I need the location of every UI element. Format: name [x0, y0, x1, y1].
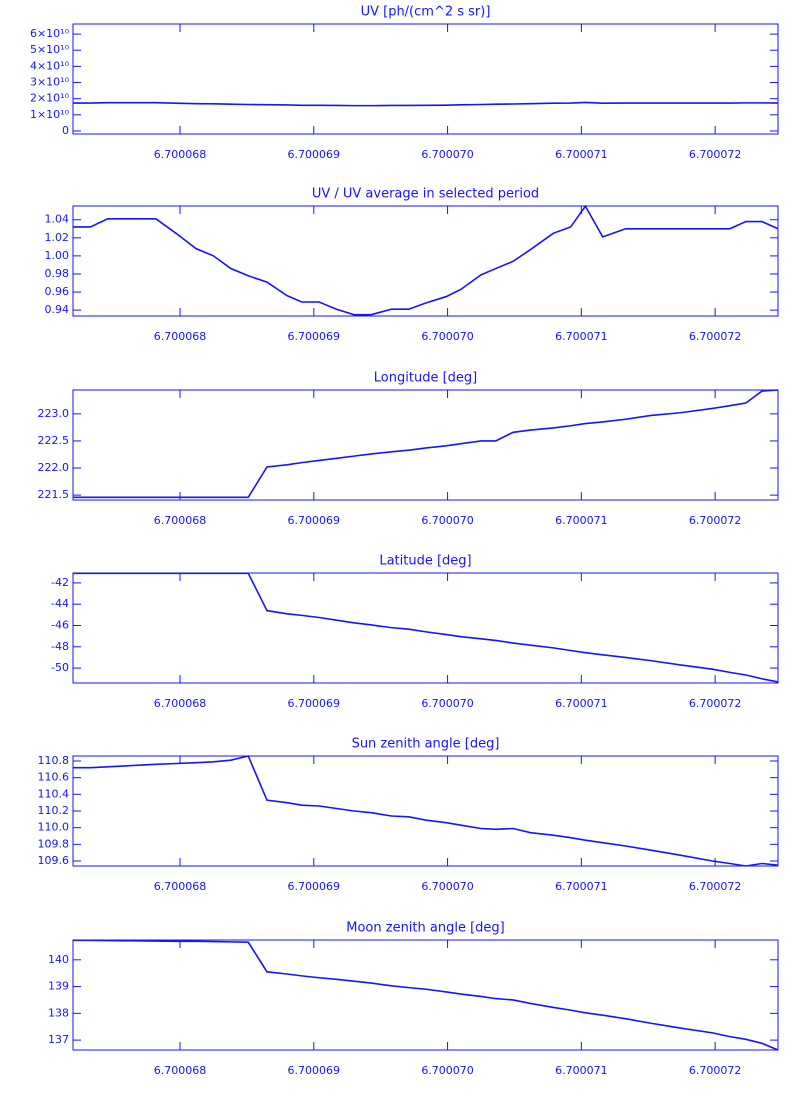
y-tick-label: 1×10¹⁰: [30, 108, 70, 121]
y-tick-label: 138: [48, 1006, 69, 1019]
panel-title: Longitude [deg]: [374, 371, 477, 386]
y-tick-label: 222.0: [38, 461, 70, 474]
x-tick-label: 6.700072: [689, 1064, 742, 1077]
x-tick-label: 6.700072: [689, 880, 742, 893]
panel-title: Latitude [deg]: [379, 554, 471, 569]
x-tick-label: 6.700070: [421, 1064, 474, 1077]
y-tick-label: -44: [51, 597, 69, 610]
plot-frame: [72, 572, 779, 684]
y-tick-label: 3×10¹⁰: [30, 76, 70, 89]
y-tick-label: 110.6: [38, 771, 70, 784]
data-line: [73, 755, 779, 867]
x-tick-label: 6.700069: [288, 1064, 341, 1077]
y-tick-label: 110.4: [38, 787, 70, 800]
x-tick-label: 6.700070: [421, 330, 474, 343]
data-line: [73, 101, 779, 107]
x-tick-label: 6.700071: [555, 514, 608, 527]
y-tick-label: -48: [51, 640, 69, 653]
x-tick-label: 6.700072: [689, 697, 742, 710]
panel-title: UV / UV average in selected period: [312, 187, 539, 202]
y-tick-label: 0: [62, 124, 69, 137]
x-tick-label: 6.700068: [154, 1064, 207, 1077]
y-tick-label: 6×10¹⁰: [30, 27, 70, 40]
x-tick-label: 6.700070: [421, 697, 474, 710]
panel-title: Sun zenith angle [deg]: [352, 737, 500, 752]
x-tick-label: 6.700069: [288, 697, 341, 710]
y-tick-label: 2×10¹⁰: [30, 92, 70, 105]
y-tick-label: 110.2: [38, 804, 70, 817]
x-tick-label: 6.700068: [154, 880, 207, 893]
x-tick-label: 6.700069: [288, 514, 341, 527]
panel-title: Moon zenith angle [deg]: [346, 921, 504, 936]
x-tick-label: 6.700068: [154, 697, 207, 710]
y-tick-label: 109.6: [38, 854, 70, 867]
x-tick-label: 6.700071: [555, 330, 608, 343]
x-tick-label: 6.700068: [154, 148, 207, 161]
y-tick-label: 0.94: [45, 303, 70, 316]
y-tick-label: 140: [48, 953, 69, 966]
y-tick-label: -46: [51, 618, 69, 631]
x-tick-label: 6.700069: [288, 330, 341, 343]
data-line: [73, 572, 779, 683]
plot-frame: [72, 389, 779, 501]
y-tick-label: 137: [48, 1033, 69, 1046]
y-tick-label: 1.02: [45, 231, 70, 244]
x-tick-label: 6.700072: [689, 330, 742, 343]
y-tick-label: 0.98: [45, 267, 70, 280]
y-tick-label: -50: [51, 661, 69, 674]
plot-frame: [72, 755, 779, 867]
panel-title: UV [ph/(cm^2 s sr)]: [361, 5, 491, 20]
y-tick-label: 1.04: [45, 213, 70, 226]
plot-frame: [72, 23, 779, 135]
data-line: [73, 939, 779, 1051]
x-tick-label: 6.700072: [689, 148, 742, 161]
y-tick-label: 223.0: [38, 407, 70, 420]
y-tick-label: -42: [51, 576, 69, 589]
y-tick-label: 139: [48, 980, 69, 993]
y-tick-label: 4×10¹⁰: [30, 59, 70, 72]
data-line: [73, 204, 779, 316]
x-tick-label: 6.700071: [555, 697, 608, 710]
y-tick-label: 222.5: [38, 434, 70, 447]
y-tick-label: 109.8: [38, 837, 70, 850]
y-tick-label: 110.0: [38, 821, 70, 834]
x-tick-label: 6.700071: [555, 1064, 608, 1077]
y-tick-label: 0.96: [45, 285, 70, 298]
x-tick-label: 6.700069: [288, 148, 341, 161]
y-tick-label: 221.5: [38, 488, 70, 501]
plot-frame: [72, 205, 779, 317]
y-tick-label: 110.8: [38, 754, 70, 767]
x-tick-label: 6.700068: [154, 330, 207, 343]
y-tick-label: 1.00: [45, 249, 70, 262]
plot-frame: [72, 939, 779, 1051]
x-tick-label: 6.700070: [421, 148, 474, 161]
x-tick-label: 6.700071: [555, 148, 608, 161]
x-tick-label: 6.700072: [689, 514, 742, 527]
x-tick-label: 6.700070: [421, 514, 474, 527]
x-tick-label: 6.700070: [421, 880, 474, 893]
x-tick-label: 6.700069: [288, 880, 341, 893]
x-tick-label: 6.700068: [154, 514, 207, 527]
data-line: [73, 389, 779, 499]
x-tick-label: 6.700071: [555, 880, 608, 893]
y-tick-label: 5×10¹⁰: [30, 43, 70, 56]
